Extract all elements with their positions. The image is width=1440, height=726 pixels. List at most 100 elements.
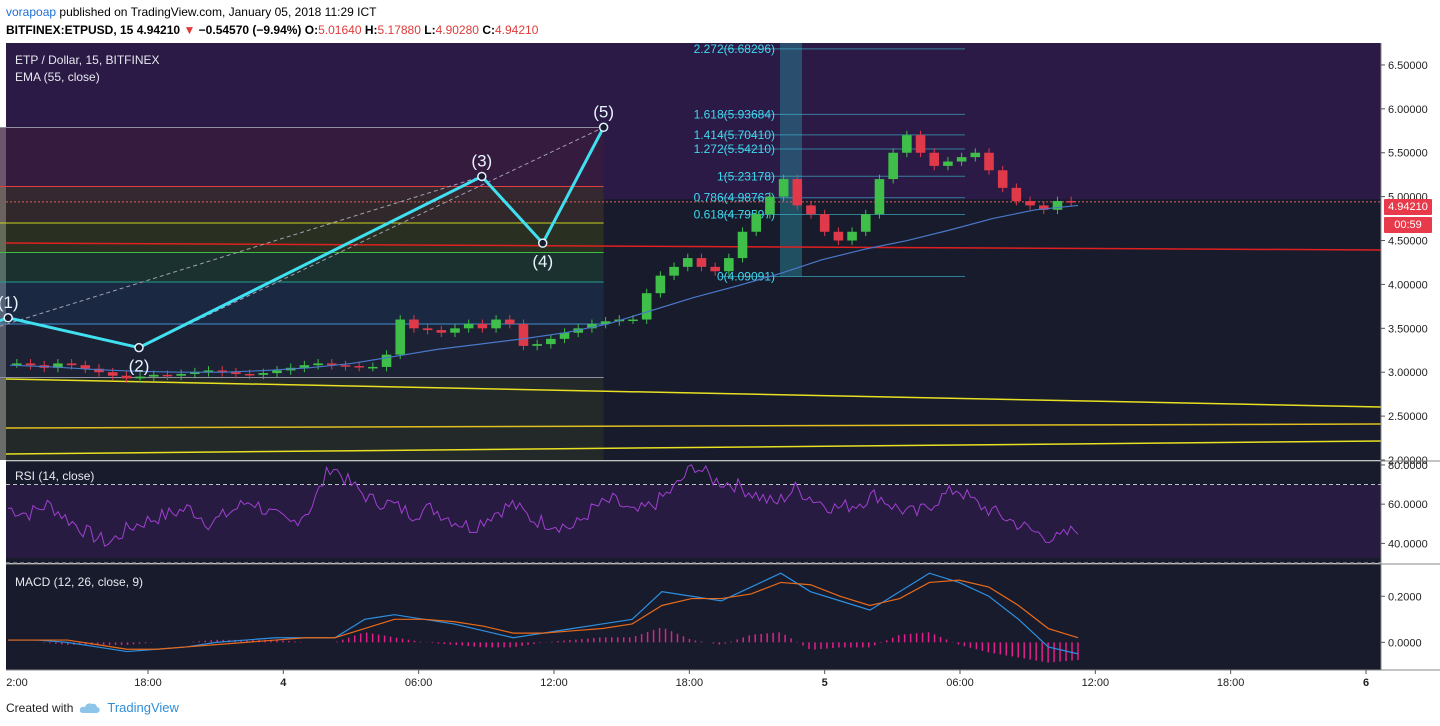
fib-zone [0, 377, 604, 460]
candle-body [381, 354, 392, 367]
candle-body [258, 373, 269, 375]
candle-body [724, 258, 734, 272]
candle-body [628, 319, 638, 322]
candle-body [600, 321, 611, 324]
ext-level-label: 2.272(6.68296) [694, 42, 775, 56]
price-tick-label: 2.50000 [1388, 411, 1428, 423]
bar-timer-tag: 00:59 [1384, 217, 1432, 233]
ext-level-label: 1(5.23178) [717, 169, 775, 183]
candle-body [190, 372, 200, 374]
rsi-tick-label: 80.0000 [1388, 460, 1428, 472]
high-value: 5.17880 [377, 23, 421, 37]
ext-level-label: 0.786(4.98763) [694, 191, 775, 205]
ema-legend: EMA (55, close) [15, 70, 100, 84]
wave-label: (2) [129, 357, 150, 376]
wave-point [477, 171, 487, 182]
candle-body [66, 363, 77, 366]
candle-body [532, 344, 542, 346]
candle-body [1038, 205, 1049, 210]
trendline-upper [5, 378, 1382, 408]
candle-body [203, 370, 214, 373]
ext-level-label: 0.618(4.79597) [694, 208, 775, 222]
candle-body [94, 368, 104, 373]
wave-point [3, 313, 13, 323]
candle-body [929, 152, 940, 166]
candle-body [80, 365, 91, 369]
author-link[interactable]: vorapoap [6, 5, 57, 19]
time-tick-label: 18:00 [1217, 677, 1245, 689]
candle-body [833, 231, 844, 241]
candle-body [888, 152, 898, 180]
ext-level-label: 0(4.09091) [717, 269, 775, 283]
price-tick-label: 5.50000 [1388, 148, 1428, 160]
fib-zone [0, 282, 604, 325]
candle-body [1052, 201, 1063, 210]
macd-pane-title: MACD (12, 26, close, 9) [15, 575, 144, 589]
tradingview-brand[interactable]: TradingView [107, 700, 179, 715]
resistance-line [5, 242, 1382, 251]
candle-body [792, 179, 803, 206]
candle-body [518, 323, 529, 346]
symbol-label: BITFINEX:ETPUSD, 15 [6, 23, 134, 37]
ohlc-line: BITFINEX:ETPUSD, 15 4.94210 ▼ −0.54570 (… [6, 21, 538, 39]
wave-label: (1) [0, 293, 19, 312]
candle-body [696, 258, 707, 267]
candle-body [587, 323, 597, 329]
candle-body [436, 330, 447, 333]
price-tick-label: 3.50000 [1388, 323, 1428, 335]
wave-label: (3) [471, 151, 492, 170]
main-pane-title: ETP / Dollar, 15, BITFINEX [15, 53, 160, 67]
extension-band [780, 43, 802, 277]
price-tick-label: 4.00000 [1388, 279, 1428, 291]
candle-body [12, 363, 22, 365]
ext-level-label: 1.414(5.70410) [694, 128, 775, 142]
candle-body [135, 376, 145, 379]
candle-body [504, 319, 515, 324]
trendline-mid [5, 423, 1382, 429]
tradingview-cloud-icon [80, 702, 101, 713]
low-value: 4.90280 [435, 23, 479, 37]
candle-body [491, 319, 501, 329]
candle-body [737, 231, 748, 259]
time-tick-label: 18:00 [134, 677, 162, 689]
time-tick-label: 5 [822, 677, 828, 689]
price-tick-label: 3.00000 [1388, 367, 1428, 379]
price-tick-label: 6.50000 [1388, 60, 1428, 72]
candle-body [162, 374, 173, 377]
candle-body [244, 373, 255, 376]
macd-pane-bg [6, 564, 1381, 670]
created-with-label: Created with [6, 700, 74, 715]
wave-point [598, 122, 609, 133]
candle-body [641, 293, 652, 320]
close-label: C: [482, 23, 495, 37]
trendline-lower [5, 440, 1382, 455]
time-tick-label: 12:00 [1082, 677, 1110, 689]
candle-body [546, 338, 556, 345]
down-arrow-icon: ▼ [183, 23, 196, 37]
rsi-band [6, 485, 1381, 558]
candle-body [847, 231, 857, 241]
time-tick-label: 2:00 [6, 677, 27, 689]
candle-body [997, 170, 1008, 188]
time-tick-label: 18:00 [676, 677, 704, 689]
candle-body [299, 365, 310, 368]
wave-point [537, 238, 548, 248]
fib-zone [0, 186, 604, 224]
wave-label: (4) [532, 252, 553, 271]
candle-body [915, 135, 926, 153]
candle-body [354, 366, 364, 368]
candle-body [819, 214, 830, 232]
candle-body [107, 372, 118, 376]
elliott-wave-line [0, 126, 605, 350]
candle-body [765, 196, 775, 215]
fib-zone [0, 127, 604, 187]
candle-body [176, 373, 186, 376]
candle-body [943, 161, 953, 166]
price-axis-bg [1381, 43, 1440, 670]
candle-body [1066, 201, 1076, 203]
macd-tick-label: 0.0000 [1388, 637, 1422, 649]
candle-body [25, 363, 36, 366]
ext-level-label: 1.618(5.93684) [694, 107, 775, 121]
footer: Created with TradingView [6, 700, 179, 715]
